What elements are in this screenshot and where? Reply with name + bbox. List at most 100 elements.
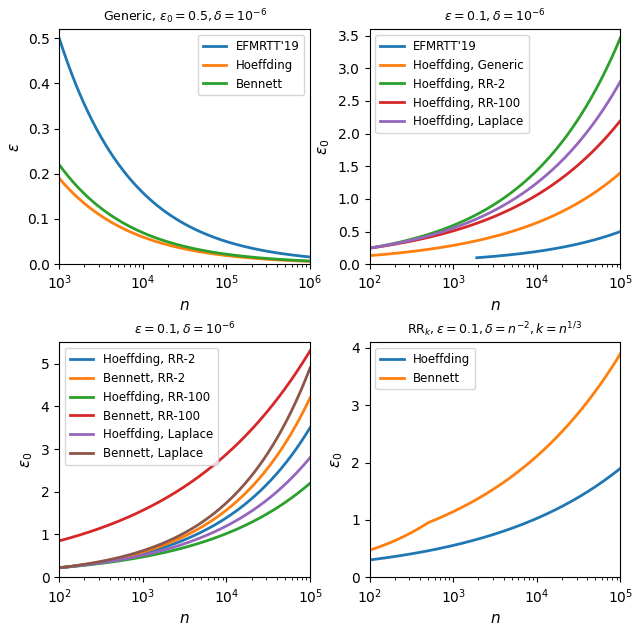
Hoeffding, Laplace <box>120 555 127 563</box>
Hoeffding, Generic <box>533 219 541 227</box>
Hoeffding, Laplace <box>223 522 230 530</box>
Bennett, RR-100 <box>204 467 211 474</box>
Line: Bennett, RR-100: Bennett, RR-100 <box>60 351 310 541</box>
Bennett, Laplace <box>204 515 211 522</box>
Hoeffding, RR-2 <box>56 564 63 572</box>
Hoeffding, RR-100 <box>430 232 438 240</box>
X-axis label: $n$: $n$ <box>490 298 500 313</box>
EFMRTT'19 <box>533 248 541 255</box>
Legend: Hoeffding, Bennett: Hoeffding, Bennett <box>376 348 476 389</box>
Hoeffding, RR-2 <box>513 184 521 192</box>
Bennett, RR-2 <box>244 487 252 494</box>
Hoeffding <box>261 255 269 263</box>
Hoeffding, Laplace <box>410 235 418 243</box>
Hoeffding, RR-2 <box>307 424 314 432</box>
Bennett, RR-100 <box>56 537 63 544</box>
Line: Hoeffding, RR-2: Hoeffding, RR-2 <box>60 428 310 568</box>
Hoeffding, Laplace <box>430 230 438 238</box>
Bennett, RR-2 <box>100 558 108 565</box>
Hoeffding, Laplace <box>100 559 108 567</box>
Hoeffding, RR-100 <box>555 177 563 184</box>
Hoeffding, Laplace <box>244 510 252 517</box>
Legend: EFMRTT'19, Hoeffding, Bennett: EFMRTT'19, Hoeffding, Bennett <box>198 35 304 96</box>
Line: Bennett: Bennett <box>60 165 310 261</box>
Hoeffding <box>205 249 212 257</box>
Bennett, RR-2 <box>307 394 314 401</box>
Hoeffding, RR-100 <box>223 530 230 537</box>
Hoeffding, Generic <box>365 252 373 260</box>
Hoeffding <box>410 549 418 557</box>
Bennett, RR-100 <box>120 515 127 523</box>
Line: Hoeffding, RR-100: Hoeffding, RR-100 <box>60 483 310 568</box>
Bennett, RR-2 <box>120 553 127 561</box>
Line: Bennett, Laplace: Bennett, Laplace <box>60 368 310 568</box>
Legend: Hoeffding, RR-2, Bennett, RR-2, Hoeffding, RR-100, Bennett, RR-100, Hoeffding, L: Hoeffding, RR-2, Bennett, RR-2, Hoeffdin… <box>65 348 218 465</box>
Hoeffding <box>300 258 308 265</box>
Hoeffding, RR-2 <box>410 235 418 242</box>
Hoeffding, RR-2 <box>365 244 373 252</box>
EFMRTT'19 <box>175 216 182 224</box>
EFMRTT'19 <box>56 34 63 42</box>
X-axis label: $n$: $n$ <box>179 298 190 313</box>
Hoeffding, Laplace <box>555 160 563 168</box>
Bennett <box>176 241 184 249</box>
Bennett <box>410 527 418 535</box>
Hoeffding <box>365 556 373 564</box>
Hoeffding, RR-100 <box>479 217 487 225</box>
Hoeffding, Laplace <box>56 564 63 572</box>
Bennett <box>513 468 521 476</box>
Hoeffding, RR-2 <box>100 558 108 566</box>
Bennett, RR-100 <box>244 429 252 437</box>
Hoeffding <box>430 546 438 553</box>
Hoeffding, RR-100 <box>533 191 541 199</box>
Hoeffding, RR-100 <box>410 237 418 244</box>
X-axis label: $n$: $n$ <box>179 611 190 626</box>
Hoeffding, RR-2 <box>223 514 230 522</box>
Line: EFMRTT'19: EFMRTT'19 <box>477 232 620 258</box>
Line: Hoeffding, Generic: Hoeffding, Generic <box>369 173 620 256</box>
Hoeffding, RR-2 <box>120 555 127 562</box>
Hoeffding, RR-2 <box>616 34 624 41</box>
Hoeffding <box>555 505 563 512</box>
Bennett <box>479 492 487 499</box>
Title: $\mathrm{RR}_k, \varepsilon = 0.1, \delta = n^{-2}, k = n^{1/3}$: $\mathrm{RR}_k, \varepsilon = 0.1, \delt… <box>407 320 582 339</box>
Hoeffding <box>191 247 199 254</box>
Line: Bennett, RR-2: Bennett, RR-2 <box>60 398 310 568</box>
Bennett, RR-2 <box>169 537 177 545</box>
X-axis label: $n$: $n$ <box>490 611 500 626</box>
Y-axis label: $\varepsilon$: $\varepsilon$ <box>7 142 22 151</box>
Hoeffding, RR-100 <box>169 547 177 555</box>
Y-axis label: $\varepsilon_0$: $\varepsilon_0$ <box>317 139 332 155</box>
Hoeffding <box>479 534 487 541</box>
Hoeffding, RR-100 <box>616 116 624 124</box>
Bennett <box>555 432 563 439</box>
EFMRTT'19 <box>191 225 199 233</box>
Hoeffding, Generic <box>430 245 438 253</box>
EFMRTT'19 <box>176 218 184 225</box>
Hoeffding, RR-2 <box>169 541 177 548</box>
Bennett, RR-2 <box>56 564 63 572</box>
Bennett <box>261 254 269 262</box>
Bennett <box>430 517 438 524</box>
Line: Hoeffding, RR-2: Hoeffding, RR-2 <box>369 37 620 248</box>
EFMRTT'19 <box>205 232 212 239</box>
Bennett <box>175 241 182 249</box>
EFMRTT'19 <box>513 250 521 258</box>
Bennett <box>300 257 308 265</box>
Bennett, Laplace <box>169 535 177 542</box>
Bennett, Laplace <box>244 476 252 484</box>
Hoeffding, Laplace <box>513 193 521 201</box>
Hoeffding, RR-100 <box>100 559 108 567</box>
Bennett <box>365 546 373 554</box>
EFMRTT'19 <box>307 253 314 261</box>
Line: EFMRTT'19: EFMRTT'19 <box>60 38 310 257</box>
Hoeffding, Laplace <box>307 454 314 461</box>
Bennett, Laplace <box>307 364 314 372</box>
Hoeffding, Generic <box>410 248 418 255</box>
Bennett, RR-100 <box>223 450 230 458</box>
Hoeffding, RR-2 <box>479 207 487 215</box>
Hoeffding, RR-100 <box>120 556 127 564</box>
EFMRTT'19 <box>300 253 308 260</box>
Bennett, Laplace <box>223 499 230 506</box>
Bennett <box>191 245 199 253</box>
